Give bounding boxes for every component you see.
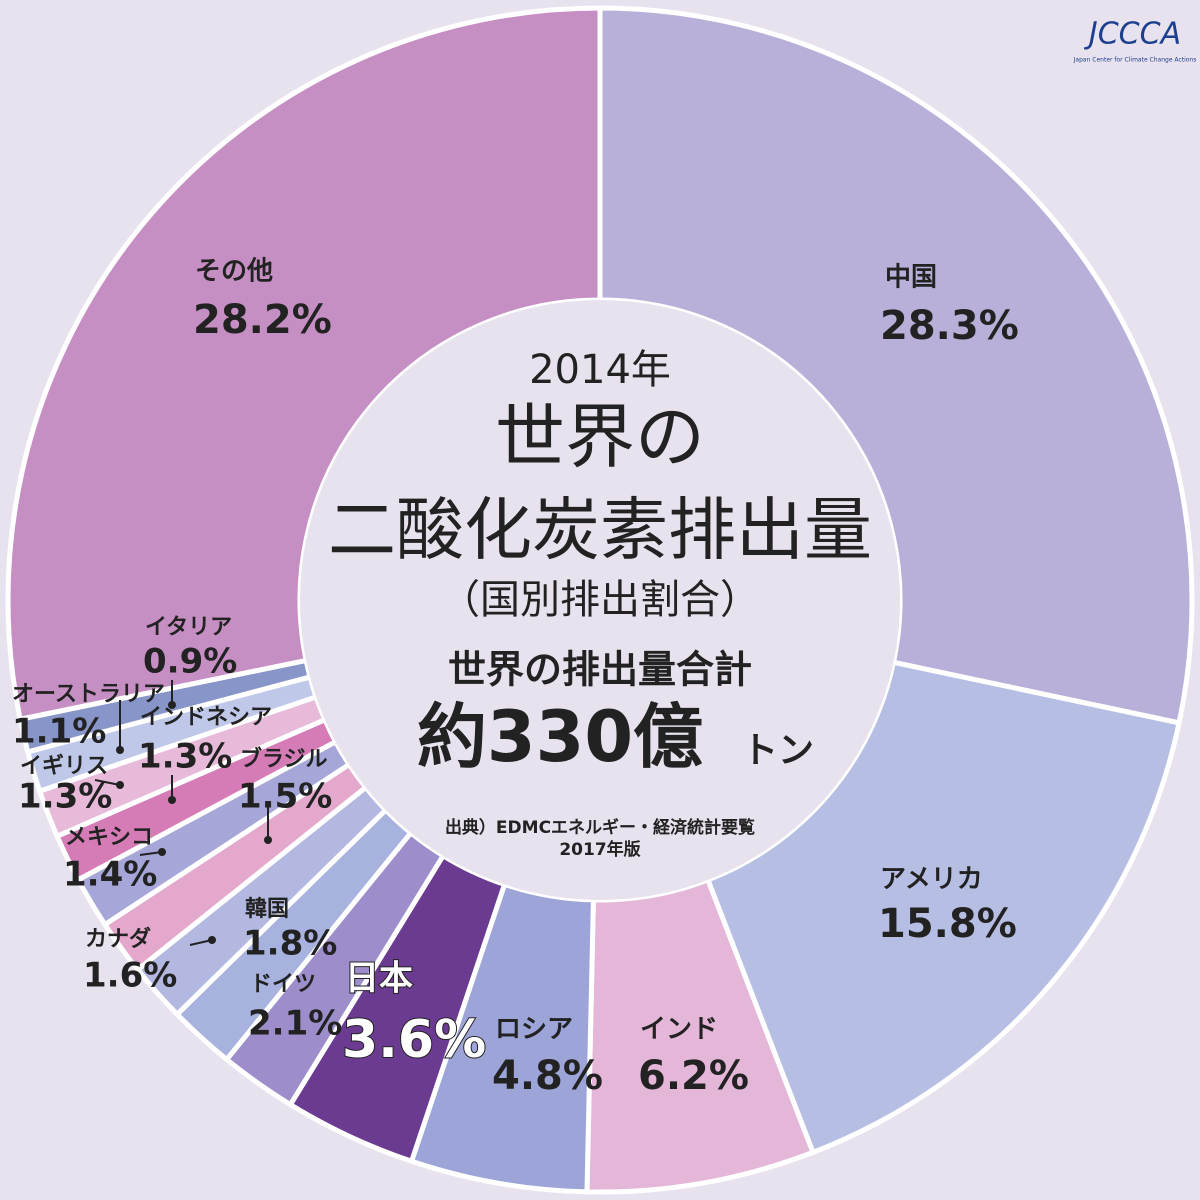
- data-label: 1.6%: [83, 956, 177, 996]
- data-label: 1.1%: [12, 712, 106, 752]
- slice-name: インド: [640, 1015, 718, 1045]
- logo-caption: Japan Center for Climate Change Actions: [1073, 57, 1197, 64]
- slice-name: イギリス: [20, 754, 108, 779]
- data-label: 1.4%: [63, 855, 157, 895]
- slice-name: イタリア: [145, 615, 232, 640]
- data-label: 6.2%: [638, 1053, 749, 1099]
- donut: [5, 5, 1195, 1195]
- total-value: 約330億: [417, 696, 703, 778]
- slice-name: インドネシア: [140, 705, 272, 730]
- leader-dot: [158, 848, 166, 856]
- slice-name: ブラジル: [240, 746, 328, 772]
- chart-title: 世界の: [495, 396, 705, 478]
- leader-dot: [168, 796, 176, 804]
- data-label: 4.8%: [492, 1053, 603, 1099]
- data-label: 3.6%: [342, 1010, 486, 1070]
- total-heading: 世界の排出量合計: [448, 648, 752, 692]
- leader-dot: [208, 936, 216, 944]
- slice-name: 中国: [885, 263, 937, 293]
- data-label: 28.3%: [880, 303, 1019, 349]
- data-label: 1.5%: [238, 777, 332, 817]
- data-label: 1.3%: [18, 777, 112, 817]
- data-label: 15.8%: [878, 901, 1017, 947]
- data-label: 1.8%: [243, 924, 337, 964]
- slice-name: 韓国: [245, 896, 289, 922]
- leader-dot: [168, 701, 176, 709]
- source-edition: 2017年版: [559, 839, 640, 860]
- source: 出典）EDMCエネルギー・経済統計要覧: [445, 817, 755, 838]
- slice-name: ドイツ: [250, 972, 316, 997]
- labels: 中国 28.3% アメリカ 15.8% インド 6.2% ロシア 4.8% 日本 3.6% ドイツ 2…: [12, 257, 1019, 1100]
- data-label: 0.9%: [143, 642, 237, 682]
- slice-name: メキシコ: [65, 825, 153, 850]
- leader-dot: [116, 746, 124, 754]
- leader-dot: [116, 781, 124, 789]
- donut-hole: [300, 300, 900, 900]
- data-label: 1.3%: [138, 737, 232, 777]
- slice-name: 日本: [345, 959, 413, 999]
- slice-name: ロシア: [495, 1015, 573, 1045]
- year: 2014年: [529, 347, 671, 393]
- slice-name: オーストラリア: [12, 682, 165, 707]
- subtitle: （国別排出割合）: [440, 577, 760, 623]
- logo: JCCCA: [1084, 17, 1181, 52]
- slice-name: アメリカ: [880, 865, 983, 895]
- total-unit: トン: [742, 730, 814, 771]
- slice-name: カナダ: [85, 926, 151, 952]
- data-label: 2.1%: [248, 1004, 342, 1044]
- chart-title: 二酸化炭素排出量: [328, 492, 872, 571]
- slice-name: その他: [195, 257, 273, 287]
- leader-dot: [264, 836, 272, 844]
- data-label: 28.2%: [193, 297, 332, 343]
- leader-line: [94, 779, 121, 786]
